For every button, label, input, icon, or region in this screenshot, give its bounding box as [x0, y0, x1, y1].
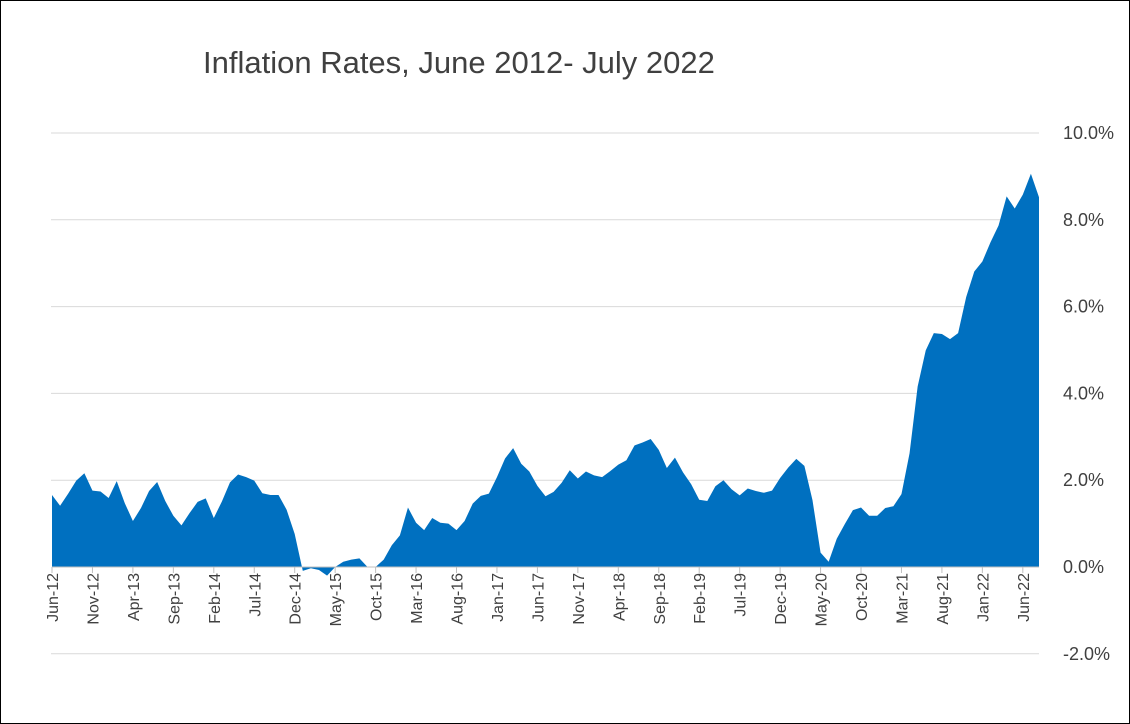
x-tick-label: May-15: [328, 573, 345, 626]
y-tick-label: 10.0%: [1063, 123, 1114, 143]
x-tick-label: Dec-19: [773, 573, 790, 625]
x-tick-label: Dec-14: [288, 573, 305, 625]
inflation-area-series: [52, 173, 1039, 576]
plot-area: [52, 173, 1039, 576]
x-tick-label: Jul-14: [247, 573, 264, 617]
x-axis-ticks: Jun-12 Nov-12 Apr-13 Sep-13 Feb-14 Jul-14 Dec-…: [45, 567, 1033, 626]
x-tick-label: Mar-16: [409, 573, 426, 624]
x-tick-label: Sep-18: [652, 573, 669, 625]
x-tick-label: Feb-14: [207, 573, 224, 624]
x-tick-label: Jul-19: [733, 573, 750, 617]
y-tick-label: 0.0%: [1063, 557, 1104, 577]
x-tick-label: Mar-21: [894, 573, 911, 624]
x-tick-label: Apr-18: [611, 573, 628, 621]
x-tick-label: Apr-13: [126, 573, 143, 621]
y-axis-ticks: 10.0% 8.0% 6.0% 4.0% 2.0% 0.0% -2.0%: [1063, 123, 1114, 664]
x-tick-label: Jan-22: [975, 573, 992, 622]
y-tick-label: -2.0%: [1063, 644, 1110, 664]
x-tick-label: Aug-21: [935, 573, 952, 625]
x-tick-label: May-20: [814, 573, 831, 626]
y-tick-label: 2.0%: [1063, 470, 1104, 490]
chart-title: Inflation Rates, June 2012- July 2022: [203, 45, 715, 80]
x-tick-label: Jan-17: [490, 573, 507, 622]
x-tick-label: Jun-12: [45, 573, 62, 622]
y-tick-label: 8.0%: [1063, 210, 1104, 230]
y-tick-label: 4.0%: [1063, 383, 1104, 403]
x-tick-label: Oct-20: [854, 573, 871, 621]
y-tick-label: 6.0%: [1063, 297, 1104, 317]
gridlines: [51, 132, 1039, 655]
x-tick-label: Nov-17: [571, 573, 588, 625]
x-tick-label: Feb-19: [692, 573, 709, 624]
x-tick-label: Jun-17: [530, 573, 547, 622]
x-tick-label: Oct-15: [369, 573, 386, 621]
x-tick-label: Sep-13: [166, 573, 183, 625]
x-tick-label: Nov-12: [85, 573, 102, 625]
x-tick-label: Aug-16: [450, 573, 467, 625]
x-tick-label: Jun-22: [1016, 573, 1033, 622]
